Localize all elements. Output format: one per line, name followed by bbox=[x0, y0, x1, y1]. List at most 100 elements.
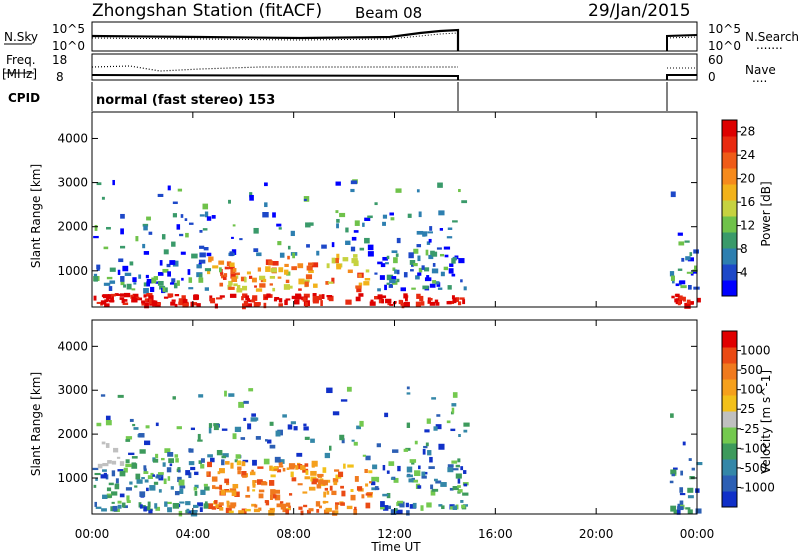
y-tick-label: 1000 bbox=[57, 471, 88, 485]
range-gate-cell bbox=[206, 471, 209, 476]
range-gate-cell bbox=[148, 509, 153, 514]
range-gate-cell bbox=[336, 253, 340, 260]
range-gate-cell bbox=[231, 236, 234, 239]
colorbar-tick-label: 12 bbox=[740, 219, 755, 233]
range-gate-cell bbox=[185, 470, 191, 476]
range-gate-cell bbox=[298, 278, 305, 285]
range-gate-cell bbox=[305, 470, 309, 475]
range-gate-cell bbox=[436, 282, 441, 287]
range-gate-cell bbox=[106, 487, 112, 492]
range-gate-cell bbox=[146, 281, 151, 287]
range-gate-cell bbox=[285, 509, 290, 515]
range-gate-cell bbox=[255, 436, 261, 440]
range-gate-cell bbox=[290, 421, 296, 425]
range-gate-cell bbox=[341, 438, 345, 444]
range-gate-cell bbox=[116, 456, 121, 459]
nave-legend: .... bbox=[752, 71, 767, 85]
range-gate-cell bbox=[144, 302, 149, 309]
range-gate-cell bbox=[282, 414, 287, 418]
range-gate-cell bbox=[680, 285, 687, 289]
range-gate-cell bbox=[463, 422, 470, 427]
range-gate-cell bbox=[364, 217, 371, 221]
range-gate-cell bbox=[367, 215, 373, 219]
range-gate-cell bbox=[171, 278, 176, 283]
range-gate-cell bbox=[146, 216, 151, 221]
colorbar-tick-label: 28 bbox=[740, 125, 755, 139]
range-gate-cell bbox=[133, 282, 137, 285]
range-gate-cell bbox=[285, 502, 291, 507]
range-gate-cell bbox=[126, 500, 131, 504]
colorbar-segment bbox=[722, 475, 737, 492]
range-gate-cell bbox=[243, 400, 249, 404]
range-gate-cell bbox=[228, 265, 235, 270]
range-gate-cell bbox=[234, 272, 240, 276]
colorbar-segment bbox=[722, 427, 737, 444]
colorbar-tick-label: 1000 bbox=[740, 344, 771, 358]
range-gate-cell bbox=[272, 212, 276, 218]
range-gate-cell bbox=[204, 287, 209, 291]
range-gate-cell bbox=[261, 481, 268, 486]
range-gate-cell bbox=[106, 297, 110, 302]
range-gate-cell bbox=[202, 228, 208, 231]
range-gate-cell bbox=[691, 467, 695, 471]
range-gate-cell bbox=[161, 234, 166, 240]
range-gate-cell bbox=[403, 448, 409, 452]
range-gate-cell bbox=[224, 478, 230, 484]
range-gate-cell bbox=[414, 440, 418, 445]
range-gate-cell bbox=[426, 275, 430, 281]
range-gate-cell bbox=[186, 508, 190, 513]
range-gate-cell bbox=[429, 283, 436, 288]
range-gate-cell bbox=[272, 260, 279, 266]
range-gate-cell bbox=[226, 261, 232, 267]
range-gate-cell bbox=[278, 267, 284, 273]
range-gate-cell bbox=[353, 441, 358, 446]
range-gate-cell bbox=[428, 466, 435, 470]
range-gate-cell bbox=[430, 484, 434, 490]
nsky-panel: N.Sky 10^5 10^0 10^5 10^0 N.Search .....… bbox=[4, 21, 799, 53]
range-gate-cell bbox=[418, 465, 421, 470]
range-gate-cell bbox=[174, 294, 180, 297]
range-gate-cell bbox=[268, 260, 273, 266]
range-gate-cell bbox=[343, 463, 346, 469]
range-gate-cell bbox=[218, 468, 225, 474]
range-gate-cell bbox=[398, 299, 403, 305]
range-gate-cell bbox=[678, 241, 685, 246]
range-gate-cell bbox=[350, 246, 356, 252]
range-gate-cell bbox=[326, 295, 333, 298]
range-gate-cell bbox=[451, 460, 458, 464]
range-gate-cell bbox=[173, 282, 178, 289]
range-gate-cell bbox=[669, 271, 675, 277]
range-gate-cell bbox=[248, 388, 254, 392]
range-gate-cell bbox=[162, 462, 166, 467]
range-gate-cell bbox=[163, 296, 169, 299]
range-gate-cell bbox=[208, 427, 212, 434]
range-gate-cell bbox=[305, 274, 313, 280]
range-gate-cell bbox=[169, 282, 175, 285]
range-gate-cell bbox=[162, 268, 169, 273]
nsearch-legend: ....... bbox=[756, 38, 783, 52]
range-gate-cell bbox=[187, 510, 192, 514]
range-gate-cell bbox=[151, 277, 157, 284]
range-gate-cell bbox=[251, 297, 256, 303]
range-gate-cell bbox=[304, 463, 309, 467]
range-gate-cell bbox=[162, 287, 166, 292]
range-gate-cell bbox=[216, 297, 223, 300]
range-gate-cell bbox=[368, 481, 372, 484]
range-gate-cell bbox=[247, 298, 251, 302]
range-gate-cell bbox=[214, 303, 218, 309]
range-gate-cell bbox=[363, 281, 370, 286]
range-gate-cell bbox=[108, 286, 113, 291]
range-gate-cell bbox=[190, 466, 196, 471]
range-gate-cell bbox=[384, 284, 387, 291]
range-gate-cell bbox=[148, 231, 153, 235]
range-gate-cell bbox=[389, 303, 394, 306]
range-gate-cell bbox=[677, 268, 683, 271]
range-gate-cell bbox=[157, 280, 164, 286]
range-gate-cell bbox=[216, 449, 223, 456]
range-gate-cell bbox=[331, 490, 337, 496]
range-gate-cell bbox=[200, 458, 205, 463]
range-gate-cell bbox=[245, 295, 250, 301]
range-gate-cell bbox=[421, 471, 426, 476]
range-gate-cell bbox=[300, 510, 304, 516]
range-gate-cell bbox=[108, 482, 114, 486]
